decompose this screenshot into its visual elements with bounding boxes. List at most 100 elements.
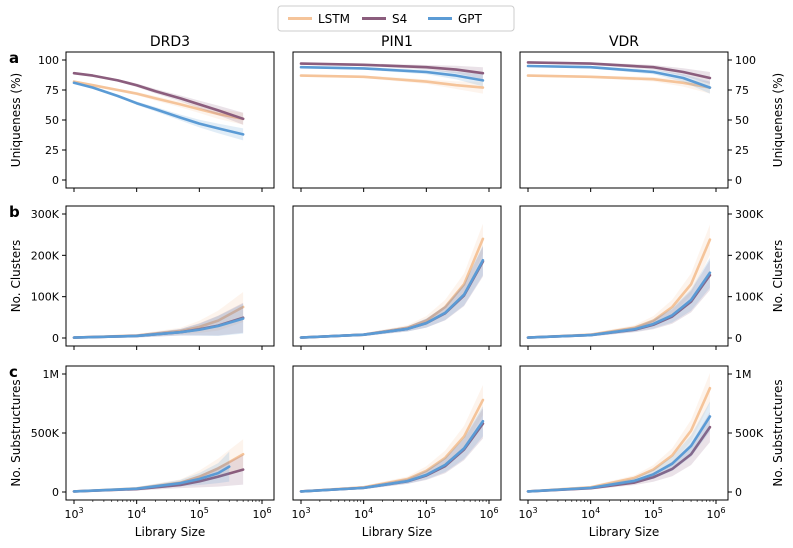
series-line-gpt [299, 258, 485, 339]
y-tick-label: 0 [52, 486, 59, 499]
y-tick-label: 1M [43, 368, 60, 381]
series-line-gpt [526, 64, 712, 89]
y-tick-label: 100K [735, 291, 764, 304]
ylabel-left-row-b: No. Clusters [9, 240, 23, 313]
y-tick-label: 0 [735, 486, 742, 499]
band-gpt [301, 406, 483, 493]
legend-frame [277, 5, 515, 32]
x-tick-label: 106 [479, 506, 498, 521]
y-tick-label: 25 [45, 144, 59, 157]
series-line-s4 [72, 71, 245, 121]
panel-substructures-drd3: 103 104 105 106 0 500K 1M [31, 365, 275, 521]
band-s4 [528, 61, 710, 84]
x-tick-label: 104 [581, 506, 600, 521]
legend-label-s4: S4 [392, 12, 407, 26]
xlabel-col-1: Library Size [135, 525, 205, 539]
band-gpt [301, 245, 483, 339]
x-tick-label: 104 [127, 506, 146, 521]
panel-substructures-pin1: 103 104 105 106 [291, 365, 502, 521]
x-tick-label: 105 [417, 506, 436, 521]
series-line-gpt [72, 317, 245, 339]
legend-item-gpt: GPT [428, 12, 483, 26]
axes-frame [292, 51, 502, 189]
panel-clusters-pin1 [292, 205, 502, 350]
panel-clusters-drd3: 0 100K 200K 300K [31, 205, 275, 350]
column-title-vdr: VDR [609, 34, 639, 50]
series-line-s4 [299, 62, 485, 75]
y-tick-label: 100 [38, 54, 59, 67]
y-tick-label: 0 [52, 332, 59, 345]
x-tick-label: 105 [190, 506, 209, 521]
legend-item-lstm: LSTM [288, 12, 350, 26]
y-tick-label: 500K [31, 427, 60, 440]
band-s4 [301, 408, 483, 493]
xlabel-col-3: Library Size [589, 525, 659, 539]
legend-item-s4: S4 [362, 12, 407, 26]
column-title-pin1: PIN1 [381, 34, 413, 50]
xlabel-col-2: Library Size [362, 525, 432, 539]
x-tick-label: 106 [706, 506, 725, 521]
series-line-lstm [72, 80, 245, 121]
panel-letter-c: c [9, 363, 18, 381]
panel-clusters-vdr: 0 100K 200K 300K [519, 205, 764, 350]
y-tick-label: 100K [31, 291, 60, 304]
ylabel-left-row-c: No. Substructures [9, 379, 23, 486]
series-line-gpt [72, 81, 245, 136]
y-tick-label: 1M [735, 368, 752, 381]
series-line-gpt [526, 271, 712, 339]
ylabel-right-row-c: No. Substructures [771, 379, 785, 486]
legend: LSTM S4 GPT [277, 5, 515, 32]
y-tick-label: 0 [735, 332, 742, 345]
panel-letter-b: b [9, 203, 20, 221]
y-tick-label: 50 [45, 114, 59, 127]
ylabel-right-row-b: No. Clusters [771, 240, 785, 313]
y-tick-label: 25 [735, 144, 749, 157]
band-lstm [528, 373, 710, 493]
panel-uniqueness-vdr: 0 25 50 75 100 [519, 51, 756, 192]
ylabel-left-row-a: Uniqueness (%) [9, 73, 23, 167]
series-line-lstm [299, 74, 485, 89]
y-tick-label: 50 [735, 114, 749, 127]
x-tick-label: 103 [64, 506, 83, 521]
y-tick-label: 100 [735, 54, 756, 67]
y-tick-label: 0 [52, 174, 59, 187]
band-lstm [301, 223, 483, 339]
panel-uniqueness-pin1 [292, 51, 502, 192]
band-gpt [301, 66, 483, 87]
series-line-s4 [526, 61, 712, 80]
band-gpt [528, 401, 710, 493]
x-tick-label: 105 [644, 506, 663, 521]
column-title-drd3: DRD3 [150, 34, 190, 50]
ylabel-right-row-a: Uniqueness (%) [771, 73, 785, 167]
y-tick-label: 500K [735, 427, 764, 440]
band-lstm [301, 384, 483, 493]
y-tick-label: 300K [735, 208, 764, 221]
axes-frame [519, 205, 729, 347]
axes-frame [292, 365, 502, 501]
series-line-gpt [299, 65, 485, 82]
y-tick-label: 300K [31, 208, 60, 221]
axes-frame [65, 205, 275, 347]
y-tick-label: 200K [735, 249, 764, 262]
band-lstm [528, 224, 710, 339]
x-tick-label: 103 [291, 506, 310, 521]
x-tick-label: 104 [354, 506, 373, 521]
series-line-lstm [526, 74, 712, 89]
series-line-gpt [526, 415, 712, 493]
series-line-lstm [299, 398, 485, 493]
y-tick-label: 0 [735, 174, 742, 187]
band-s4 [74, 454, 244, 493]
panel-letter-a: a [9, 49, 19, 67]
axes-frame [292, 205, 502, 347]
y-tick-label: 200K [31, 249, 60, 262]
band-gpt [528, 257, 710, 339]
panel-uniqueness-drd3: 0 25 50 75 100 [38, 51, 275, 192]
legend-label-gpt: GPT [458, 12, 483, 26]
series-line-lstm [526, 386, 712, 493]
y-tick-label: 75 [45, 84, 59, 97]
series-line-gpt [72, 465, 231, 493]
legend-label-lstm: LSTM [318, 12, 350, 26]
band-s4 [301, 62, 483, 80]
panel-substructures-vdr: 103 104 105 106 0 500K 1M [518, 365, 764, 521]
